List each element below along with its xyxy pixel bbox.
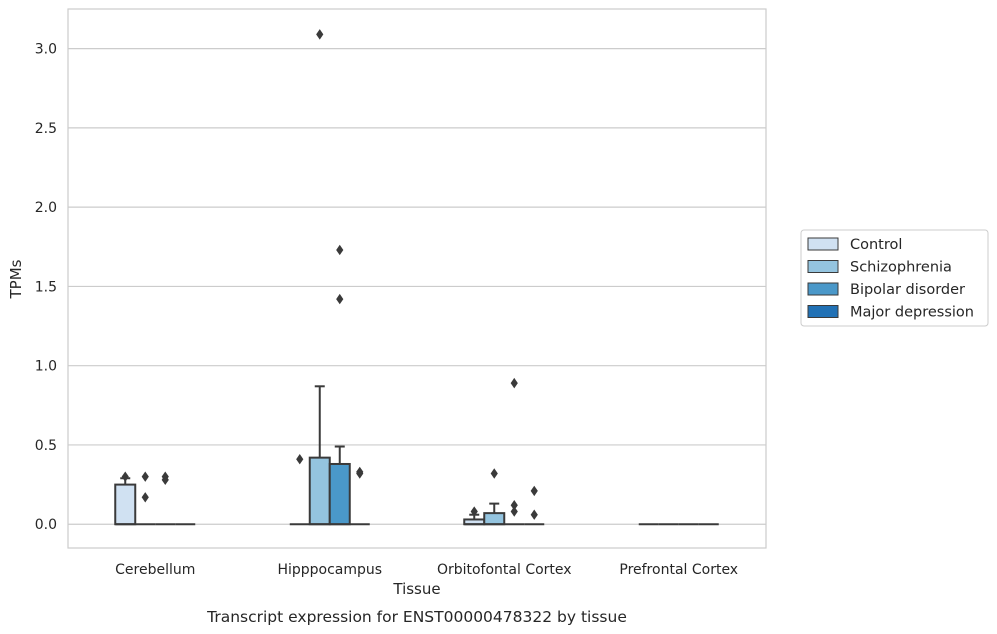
chart-caption: Transcript expression for ENST0000047832… [206, 608, 627, 626]
outlier-point [356, 468, 364, 479]
y-axis-label: TPMs [7, 259, 25, 299]
x-tick-label: Prefrontal Cortex [619, 562, 738, 578]
y-tick-label: 3.0 [35, 42, 57, 58]
legend-frame [800, 229, 989, 327]
box-iqr [114, 483, 137, 526]
outlier-point [141, 492, 149, 503]
outlier-point [510, 506, 518, 517]
outlier-point [141, 471, 149, 482]
outlier-point [510, 499, 518, 511]
outlier-point [161, 474, 169, 486]
outlier-point [296, 454, 304, 465]
box-series [114, 385, 719, 526]
outlier-points [121, 29, 538, 520]
outlier-point [490, 468, 498, 479]
outlier-point [530, 485, 538, 497]
box-iqr [308, 456, 331, 526]
outlier-point [530, 509, 538, 520]
plot-frame [67, 8, 767, 549]
box [483, 502, 506, 526]
x-tick-label: Hipppocampus [277, 562, 382, 578]
outlier-point [336, 244, 344, 256]
x-axis-label: Tissue [392, 580, 440, 598]
x-tick-label: Orbitofontal Cortex [437, 562, 572, 578]
legend-swatch [807, 237, 839, 251]
x-tick-label: Cerebellum [115, 562, 195, 578]
y-tick-label: 0.0 [35, 517, 57, 533]
plot-background [68, 9, 766, 548]
legend-entry: Major depression [850, 305, 974, 321]
y-tick-label: 1.5 [35, 279, 57, 295]
outlier-point [470, 506, 478, 517]
y-tick-labels: 0.0 0.5 1.0 1.5 2.0 2.5 3.0 [35, 42, 57, 534]
y-tick-label: 1.0 [35, 359, 57, 375]
box [328, 445, 351, 526]
x-tick-labels: Cerebellum Hipppocampus Orbitofontal Corte… [115, 562, 738, 578]
outlier-point [121, 471, 129, 482]
legend-swatch [807, 282, 839, 296]
legend-swatch [807, 260, 839, 273]
box-iqr [483, 512, 506, 526]
box [114, 477, 137, 526]
box-iqr [328, 462, 351, 526]
y-tick-label: 0.5 [35, 438, 57, 454]
outlier-point [336, 293, 344, 305]
legend-entry: Control [850, 237, 902, 253]
y-tick-label: 2.0 [35, 200, 57, 216]
outlier-point [316, 29, 324, 40]
legend: Control Schizophrenia Bipolar disorder Majo… [800, 229, 989, 327]
legend-swatch [807, 305, 839, 318]
outlier-point [510, 377, 518, 389]
gridlines [68, 48, 766, 525]
legend-entry: Bipolar disorder [850, 282, 965, 298]
y-tick-label: 2.5 [35, 121, 57, 137]
legend-entry: Schizophrenia [850, 260, 952, 276]
